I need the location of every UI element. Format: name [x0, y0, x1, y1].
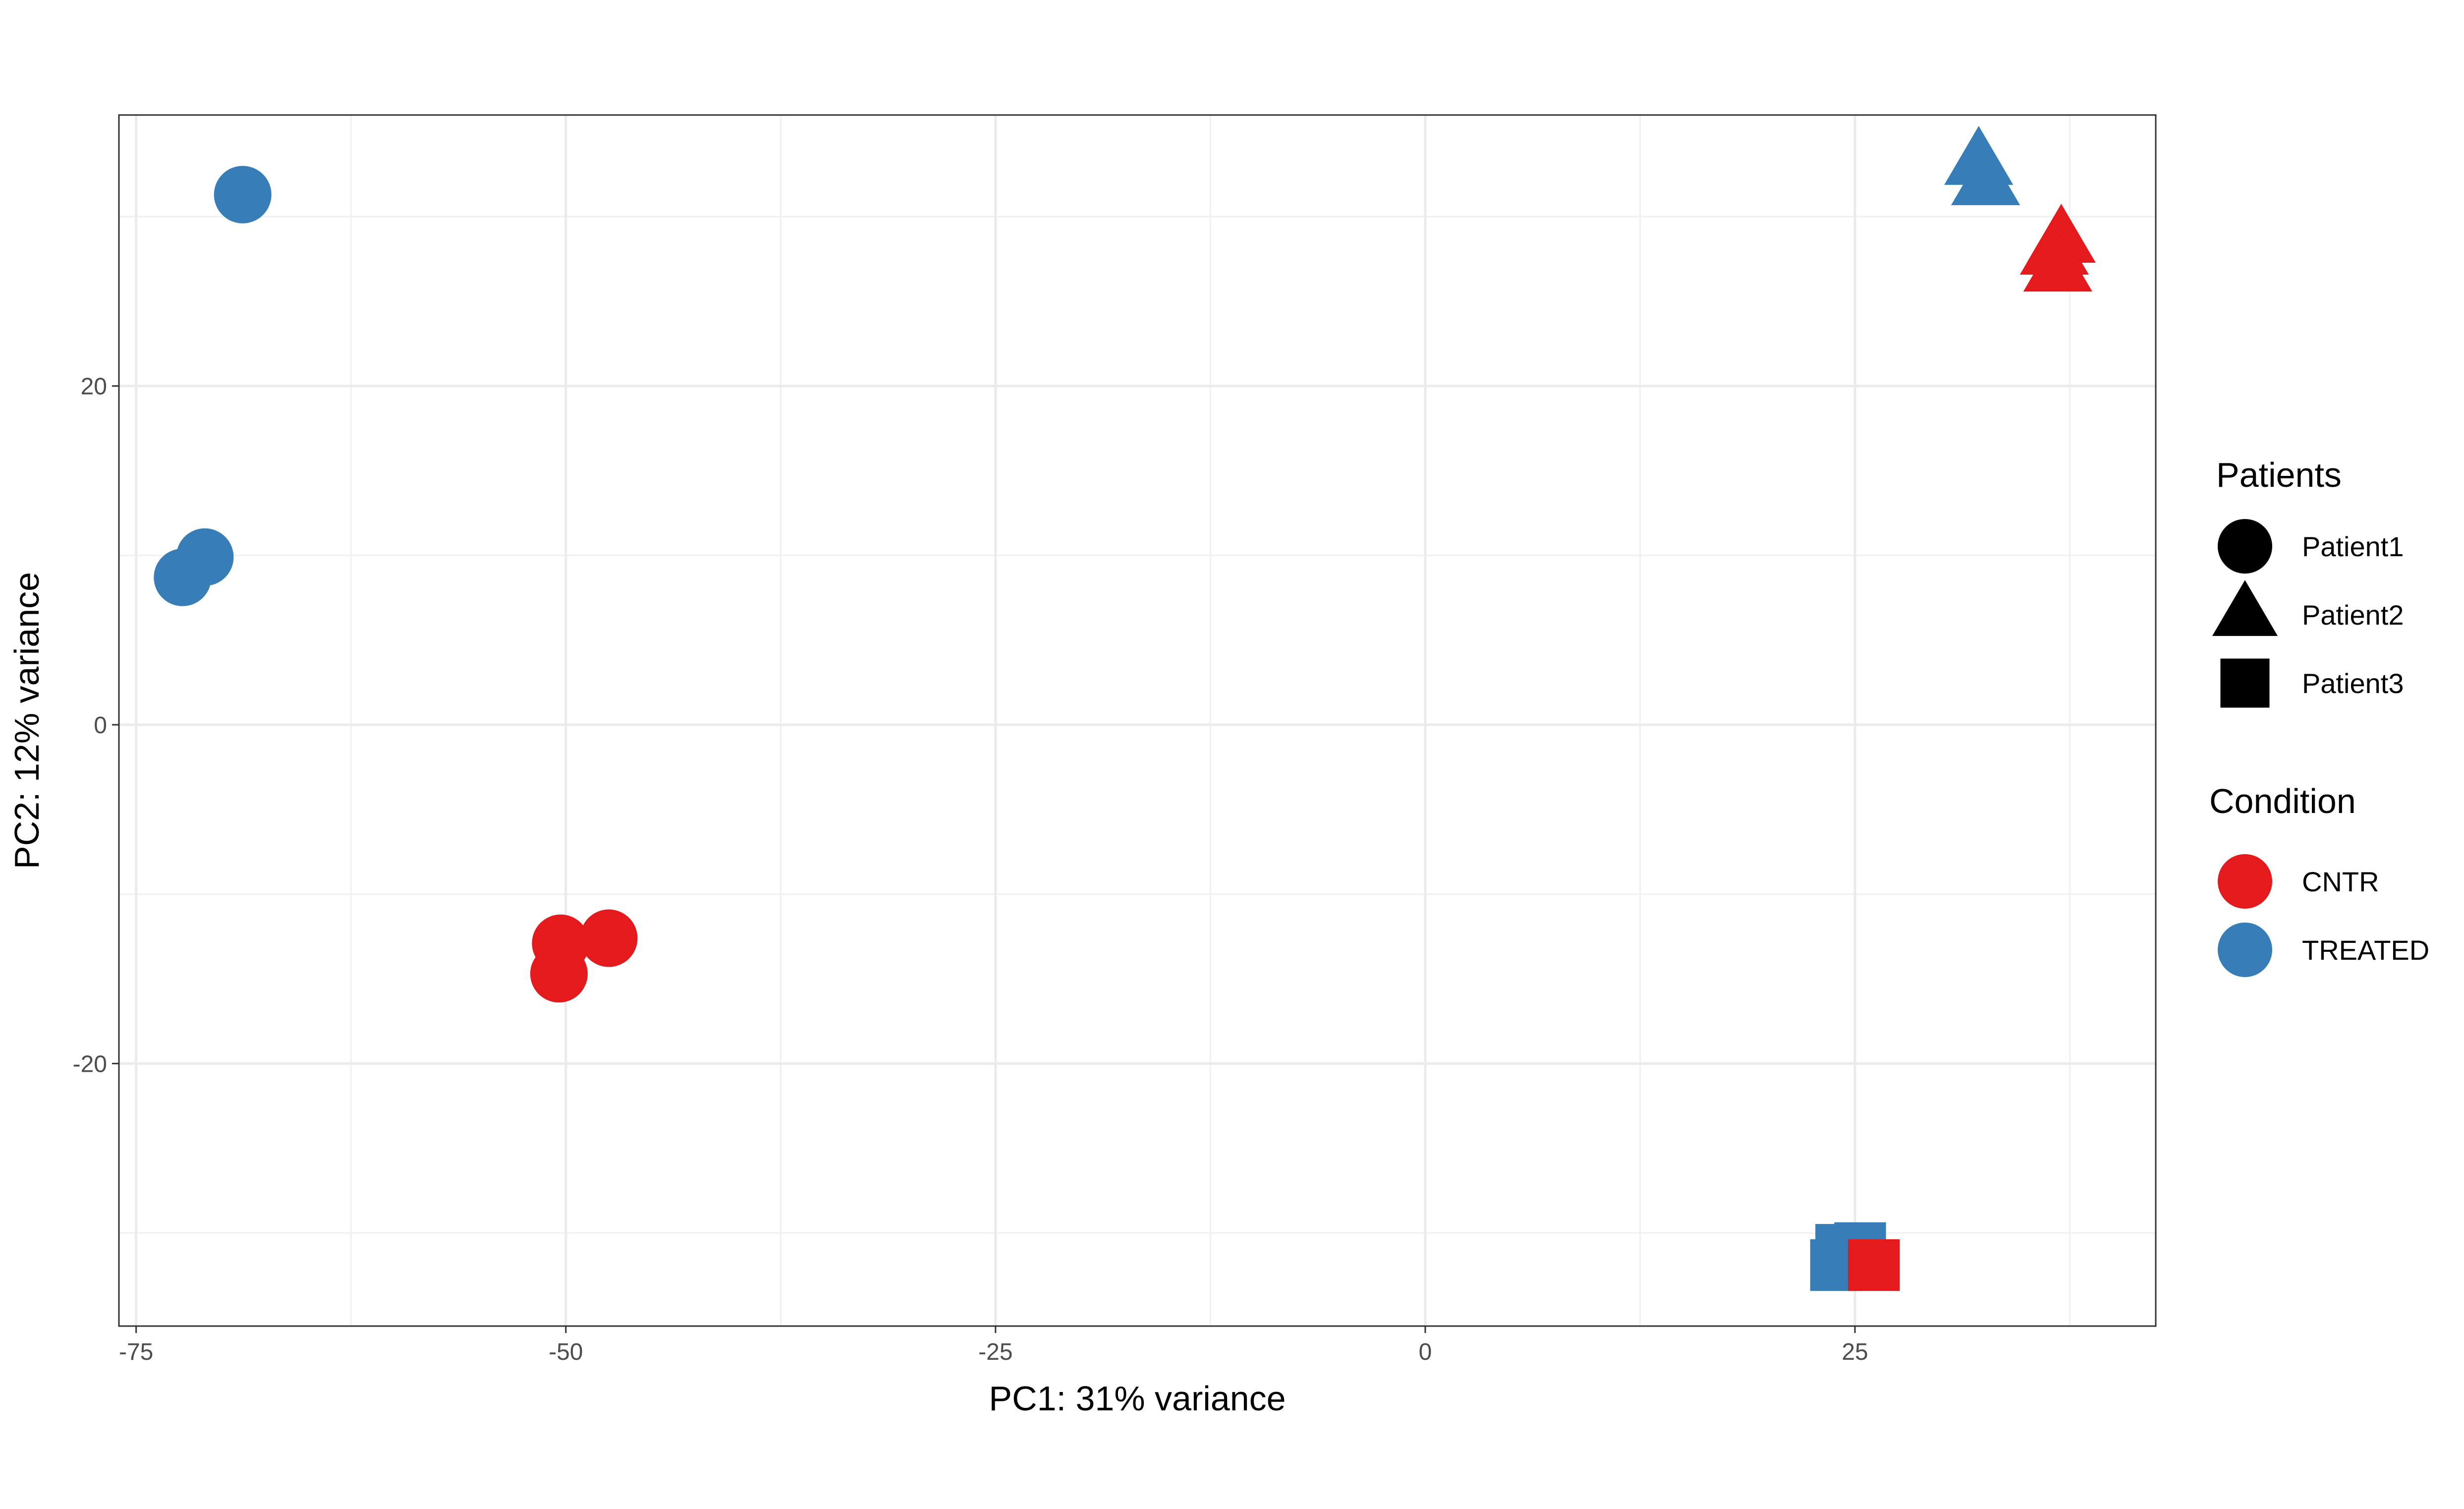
y-tick-label: -20	[73, 1051, 107, 1077]
data-point-circle	[214, 166, 272, 224]
legend-key-color	[2218, 923, 2272, 977]
data-point-triangle	[2023, 232, 2092, 292]
y-axis-ticks: -20 0 20	[73, 374, 119, 1077]
legend-key-circle	[2218, 519, 2272, 574]
y-tick-label: 20	[81, 374, 107, 400]
legend-label-patient: Patient3	[2302, 668, 2404, 699]
data-points	[154, 125, 2096, 1291]
legend-key-color	[2218, 854, 2272, 909]
legend-key-square	[2220, 658, 2270, 708]
data-point-square	[1848, 1239, 1900, 1291]
legend-patients-entries: Patient1 Patient2 Patient3	[2212, 519, 2404, 708]
legend: Patients Patient1 Patient2 Patient3 Condit…	[2209, 456, 2429, 977]
data-point-triangle	[1951, 146, 2020, 205]
data-point-circle	[154, 548, 212, 606]
legend-title-patients: Patients	[2216, 456, 2342, 494]
x-axis-title: PC1: 31% variance	[989, 1379, 1286, 1418]
legend-condition-entries: CNTR TREATED	[2218, 854, 2429, 977]
x-tick-label: 25	[1842, 1339, 1868, 1365]
legend-label-condition: CNTR	[2302, 866, 2379, 897]
x-tick-label: -25	[978, 1339, 1012, 1365]
x-tick-label: 0	[1419, 1339, 1432, 1365]
x-tick-label: -50	[549, 1339, 583, 1365]
x-tick-label: -75	[119, 1339, 153, 1365]
grid-minor	[119, 115, 2156, 1326]
legend-label-patient: Patient1	[2302, 531, 2404, 562]
plot-panel-border	[118, 114, 2157, 1327]
data-point-circle	[530, 945, 588, 1003]
legend-title-condition: Condition	[2209, 782, 2356, 820]
legend-label-condition: TREATED	[2302, 934, 2429, 966]
legend-label-patient: Patient2	[2302, 599, 2404, 631]
legend-key-triangle	[2212, 580, 2278, 636]
data-point-circle	[580, 909, 638, 967]
x-axis-ticks: -75 -50 -25 0 25	[119, 1326, 1868, 1365]
y-tick-label: 0	[94, 712, 107, 739]
y-axis-title: PC2: 12% variance	[7, 572, 46, 869]
grid-major	[119, 115, 2156, 1326]
